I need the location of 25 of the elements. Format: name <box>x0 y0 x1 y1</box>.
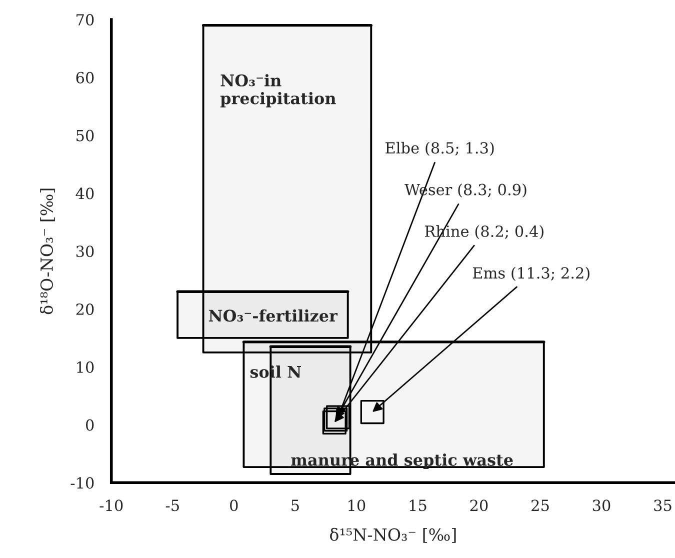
x-tick-label: 25 <box>532 500 549 512</box>
x-tick-label: 0 <box>230 500 238 512</box>
y-tick-label: 50 <box>76 130 94 142</box>
annotation: Ems (11.3; 2.2) <box>472 266 590 281</box>
x-axis-title: δ¹⁵N-NO₃⁻ [‰] <box>330 528 456 543</box>
x-tick-label: 10 <box>348 500 366 512</box>
x-tick-label: 5 <box>292 500 299 512</box>
y-tick-label: 40 <box>76 188 94 200</box>
x-tick-label: 20 <box>470 500 488 512</box>
annotation: Elbe (8.5; 1.3) <box>386 142 494 156</box>
x-tick-label: 15 <box>410 500 426 512</box>
y-tick-label: 70 <box>76 14 94 26</box>
y-tick-label: 20 <box>76 303 94 316</box>
y-tick-label: 60 <box>76 72 94 84</box>
y-tick-label: 30 <box>76 246 94 258</box>
annotation: NO₃⁻-fertilizer <box>208 309 338 322</box>
y-tick-label: 0 <box>86 419 94 431</box>
y-tick-label: -10 <box>70 477 94 489</box>
annotation: NO₃⁻in precipitation <box>220 74 336 108</box>
x-tick-label: -10 <box>100 500 123 512</box>
x-tick-label: -5 <box>166 500 179 512</box>
y-tick-label: 10 <box>77 361 94 373</box>
x-tick-label: 30 <box>592 500 610 512</box>
x-tick-label: 35 <box>654 500 672 512</box>
y-axis-title: δ¹⁸O-NO₃⁻ [‰] <box>40 188 55 314</box>
